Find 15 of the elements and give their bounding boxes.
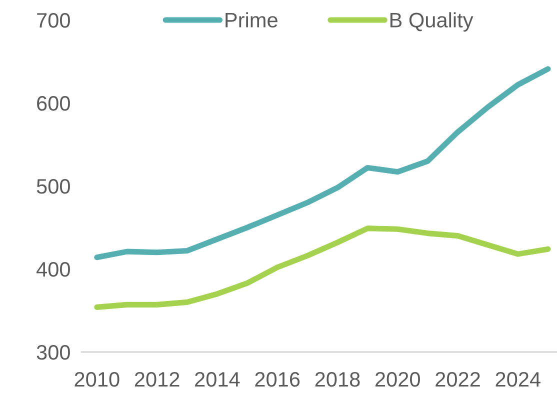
y-tick-label: 400 (36, 262, 70, 277)
legend-label: Prime (226, 12, 278, 28)
legend-label: B Quality (390, 12, 474, 32)
y-tick-label: 500 (36, 179, 70, 194)
x-tick-label: 2016 (255, 372, 300, 387)
x-tick-label: 2018 (315, 372, 360, 387)
y-tick-label: 700 (37, 13, 70, 28)
y-tick-label: 600 (37, 96, 70, 111)
x-tick-label: 2012 (134, 372, 180, 387)
x-tick-label: 2010 (74, 372, 120, 387)
x-tick-label: 2014 (195, 372, 240, 387)
x-tick-label: 2020 (376, 372, 420, 387)
y-tick-label: 300 (36, 345, 70, 360)
x-tick-label: 2022 (436, 372, 480, 387)
x-tick-label: 2024 (496, 372, 540, 387)
